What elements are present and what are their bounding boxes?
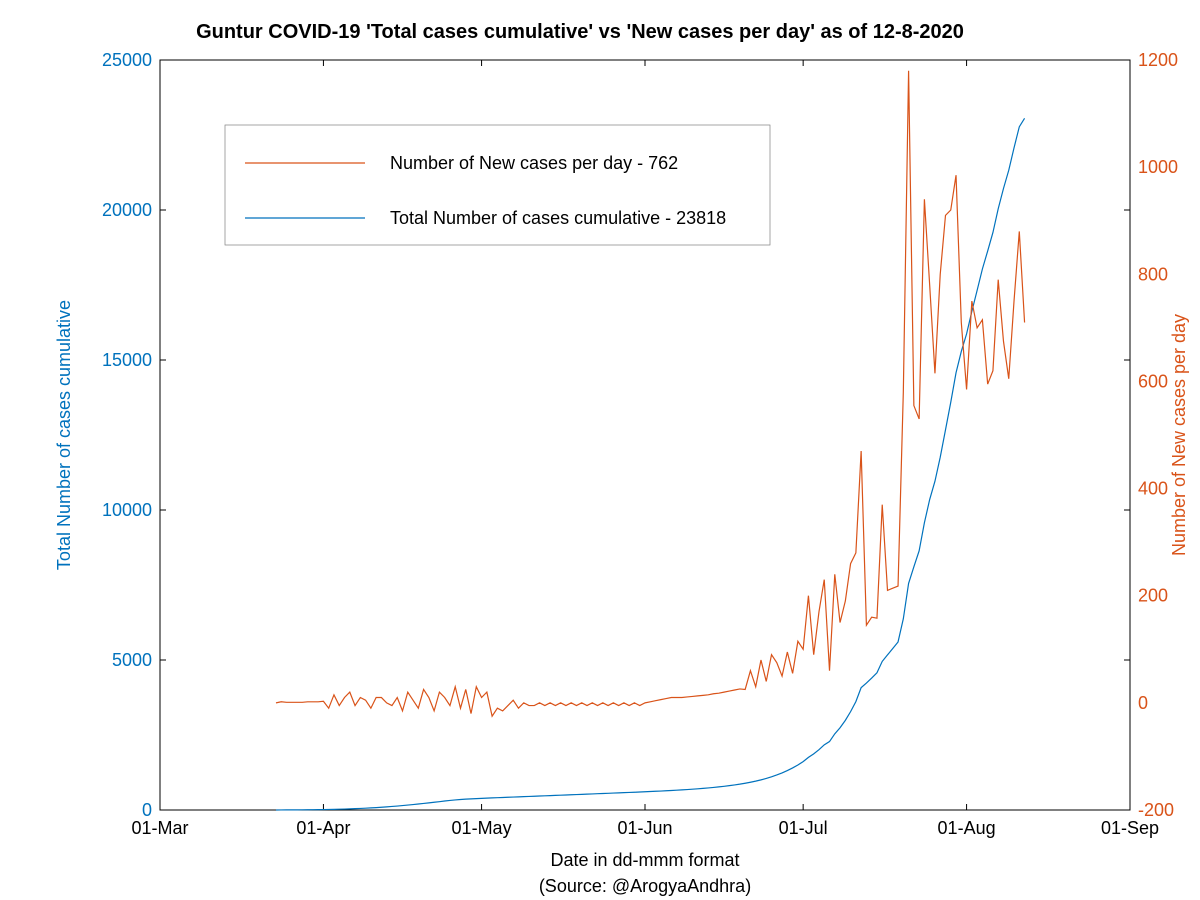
svg-text:01-Jun: 01-Jun — [617, 818, 672, 838]
svg-text:1200: 1200 — [1138, 50, 1178, 70]
svg-text:01-Sep: 01-Sep — [1101, 818, 1159, 838]
chart-container: Guntur COVID-19 'Total cases cumulative'… — [0, 0, 1200, 900]
legend-label: Number of New cases per day - 762 — [390, 153, 678, 173]
chart-title: Guntur COVID-19 'Total cases cumulative'… — [196, 21, 964, 43]
y-axis-left-label: Total Number of cases cumulative — [54, 300, 74, 570]
svg-text:10000: 10000 — [102, 500, 152, 520]
svg-text:1000: 1000 — [1138, 157, 1178, 177]
svg-text:01-Mar: 01-Mar — [131, 818, 188, 838]
svg-text:5000: 5000 — [112, 650, 152, 670]
svg-text:15000: 15000 — [102, 350, 152, 370]
legend: Number of New cases per day - 762 Total N… — [225, 125, 770, 245]
x-axis-label: Date in dd-mmm format — [550, 850, 739, 870]
svg-text:200: 200 — [1138, 586, 1168, 606]
svg-text:01-Apr: 01-Apr — [296, 818, 350, 838]
svg-text:20000: 20000 — [102, 200, 152, 220]
svg-text:-200: -200 — [1138, 800, 1174, 820]
y-axis-right-label: Number of New cases per day — [1169, 314, 1189, 556]
svg-text:400: 400 — [1138, 479, 1168, 499]
x-axis-source: (Source: @ArogyaAndhra) — [539, 876, 751, 896]
svg-text:0: 0 — [142, 800, 152, 820]
svg-text:01-Aug: 01-Aug — [938, 818, 996, 838]
chart-svg: Guntur COVID-19 'Total cases cumulative'… — [0, 0, 1200, 900]
svg-text:800: 800 — [1138, 264, 1168, 284]
svg-text:01-Jul: 01-Jul — [779, 818, 828, 838]
svg-text:25000: 25000 — [102, 50, 152, 70]
svg-text:01-May: 01-May — [452, 818, 512, 838]
legend-label: Total Number of cases cumulative - 23818 — [390, 208, 726, 228]
svg-text:0: 0 — [1138, 693, 1148, 713]
svg-text:600: 600 — [1138, 371, 1168, 391]
